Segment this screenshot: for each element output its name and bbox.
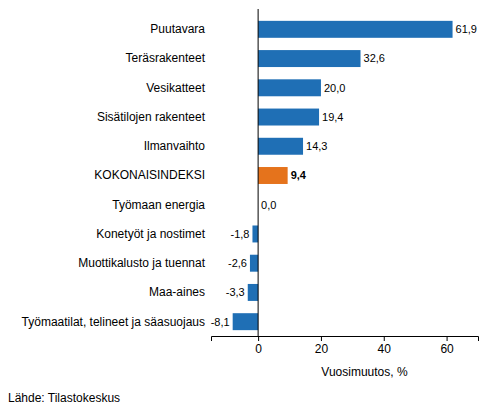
x-tick-mark [321,336,322,341]
bar [248,284,258,301]
y-tick: Maa-aines [149,285,205,299]
x-axis-title: Vuosimuutos, % [321,365,408,379]
category-label: Työmaan energia [112,198,205,212]
bar [252,225,258,242]
x-tick: 0 [255,336,262,356]
bar [233,313,258,330]
category-label: Puutavara [150,22,205,36]
x-axis: 0 20 40 60 [212,336,479,356]
chart: Puutavara Teräsrakenteet Vesikatteet Sisäti… [0,0,493,416]
data-label: 20,0 [324,82,345,94]
zero-line [258,9,259,336]
x-tick: 40 [378,336,392,356]
bar [258,21,452,38]
x-tick-mark [447,336,448,341]
bar [258,167,288,184]
y-tick: Teräsrakenteet [126,51,206,65]
y-tick: Sisätilojen rakenteet [97,110,206,124]
data-label: -8,1 [211,316,230,328]
x-tick-mark [258,336,259,341]
category-label: Teräsrakenteet [126,51,206,65]
bar [258,79,321,96]
x-tick: 60 [440,336,454,356]
x-axis-line [212,337,479,342]
data-label: -3,3 [226,286,245,298]
y-tick: Puutavara [150,22,205,36]
y-axis: Puutavara Teräsrakenteet Vesikatteet Sisäti… [22,22,206,328]
y-tick: Työmaatilat, telineet ja säasuojaus [22,315,205,329]
data-label: 61,9 [456,23,477,35]
bars [233,21,453,330]
x-tick: 20 [315,336,329,356]
y-tick: KOKONAISINDEKSI [94,168,205,182]
y-tick: Vesikatteet [146,81,205,95]
category-label: Ilmanvaihto [144,139,206,153]
bar [258,50,360,67]
data-label: 14,3 [306,140,327,152]
bar [250,255,258,272]
bar [258,138,303,155]
y-tick: Muottikalusto ja tuennat [78,256,205,270]
category-label: Työmaatilat, telineet ja säasuojaus [22,315,205,329]
category-label: KOKONAISINDEKSI [94,168,205,182]
x-tick-label: 60 [440,342,454,356]
x-tick-label: 20 [315,342,329,356]
y-tick: Konetyöt ja nostimet [96,227,205,241]
bar [258,109,319,126]
x-tick-label: 40 [378,342,392,356]
category-label: Maa-aines [149,285,205,299]
data-label: 9,4 [291,169,307,181]
category-label: Muottikalusto ja tuennat [78,256,205,270]
data-label: -2,6 [228,257,247,269]
y-tick: Työmaan energia [112,198,205,212]
x-tick-label: 0 [255,342,262,356]
data-label: 19,4 [322,111,343,123]
category-label: Vesikatteet [146,81,205,95]
data-label: 0,0 [261,199,276,211]
x-tick-mark [384,336,385,341]
source-note: Lähde: Tilastokeskus [8,391,120,405]
y-tick: Ilmanvaihto [144,139,206,153]
data-label: -1,8 [230,228,249,240]
data-label: 32,6 [364,52,385,64]
category-label: Konetyöt ja nostimet [96,227,205,241]
data-labels: 61,9 32,6 20,0 19,4 14,3 9,4 0,0 -1,8 -2,6 -3,3 -8… [211,23,477,327]
category-label: Sisätilojen rakenteet [97,110,206,124]
